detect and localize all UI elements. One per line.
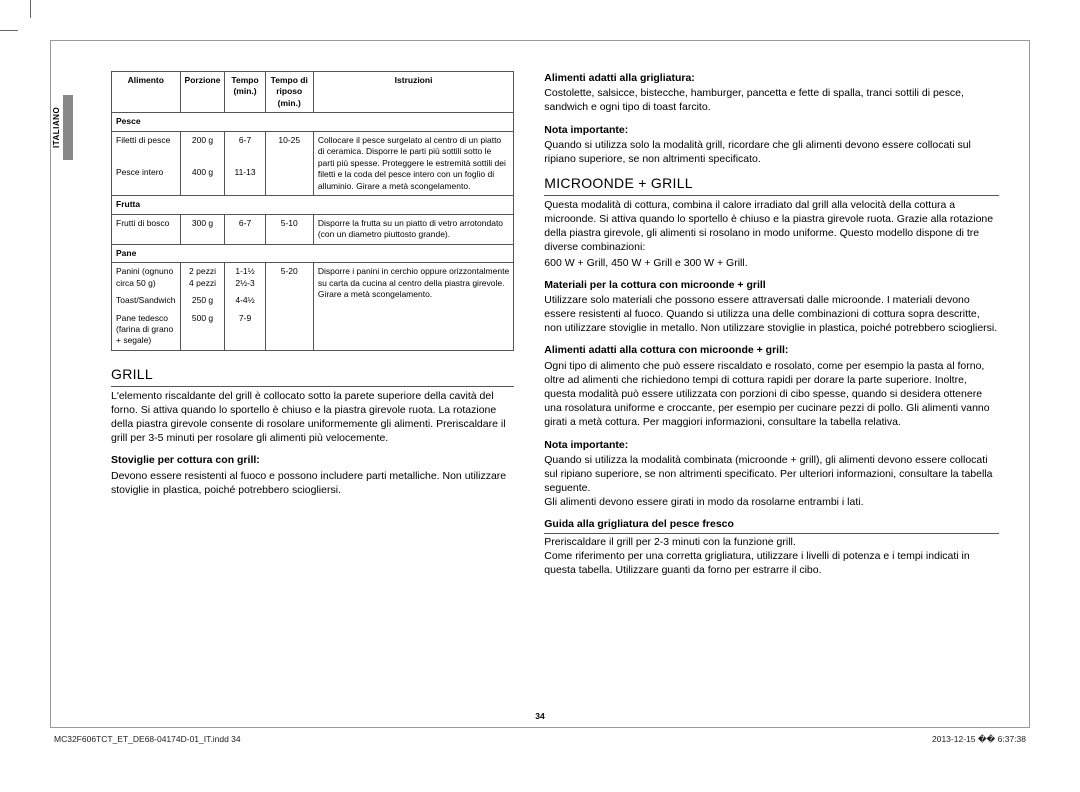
- r-s1-head: Alimenti adatti alla grigliatura:: [544, 71, 999, 85]
- cell-alimento: Toast/Sandwich: [112, 292, 181, 309]
- cell-istruzioni: Collocare il pesce surgelato al centro d…: [313, 131, 513, 195]
- cell-tempo: 1-1½ 2½-3: [225, 263, 265, 292]
- r-s2-head: Nota importante:: [544, 123, 999, 137]
- r-s6-head: Guida alla grigliatura del pesce fresco: [544, 517, 999, 533]
- footer-date: 2013-12-15 �� 6:37:38: [932, 734, 1026, 745]
- crop-mark-vert: [30, 0, 31, 18]
- footer-file: MC32F606TCT_ET_DE68-04174D-01_IT.indd 34: [54, 734, 241, 745]
- grill-subbody: Devono essere resistenti al fuoco e poss…: [111, 469, 514, 497]
- section-pane: Pane: [112, 244, 514, 262]
- page-frame: Alimento Porzione Tempo (min.) Tempo di …: [50, 40, 1030, 728]
- grill-subhead: Stoviglie per cottura con grill:: [111, 453, 514, 467]
- table-row: Panini (ognuno circa 50 g) 2 pezzi 4 pez…: [112, 263, 514, 292]
- cell-tempo: 4-4½: [225, 292, 265, 309]
- r-s2-body: Quando si utilizza solo la modalità gril…: [544, 138, 999, 166]
- cell-alimento: Pesce intero: [112, 164, 181, 196]
- cell-porzione: 200 g: [180, 131, 225, 163]
- cell-porzione: 300 g: [180, 214, 225, 244]
- cell-porzione: 2 pezzi 4 pezzi: [180, 263, 225, 292]
- th-porzione: Porzione: [180, 72, 225, 113]
- cell-riposo: 10-25: [265, 131, 313, 195]
- th-alimento: Alimento: [112, 72, 181, 113]
- r-s5-head: Nota importante:: [544, 438, 999, 452]
- cell-riposo: 5-20: [265, 263, 313, 351]
- grill-title: GRILL: [111, 365, 514, 387]
- cell-tempo: 11-13: [225, 164, 265, 196]
- right-column: Alimenti adatti alla grigliatura: Costol…: [544, 71, 999, 717]
- cell-porzione: 400 g: [180, 164, 225, 196]
- cell-istruzioni: Disporre i panini in cerchio oppure oriz…: [313, 263, 513, 351]
- table-row: Filetti di pesce 200 g 6-7 10-25 Colloca…: [112, 131, 514, 163]
- r-s6-body: Preriscaldare il grill per 2-3 minuti co…: [544, 535, 999, 578]
- r-s5-body: Quando si utilizza la modalità combinata…: [544, 453, 999, 510]
- cell-alimento: Frutti di bosco: [112, 214, 181, 244]
- mw-grill-body: Questa modalità di cottura, combina il c…: [544, 198, 999, 255]
- cell-alimento: Panini (ognuno circa 50 g): [112, 263, 181, 292]
- mw-grill-title: MICROONDE + GRILL: [544, 174, 999, 196]
- r-s4-body: Ogni tipo di alimento che può essere ris…: [544, 359, 999, 430]
- th-riposo: Tempo di riposo (min.): [265, 72, 313, 113]
- cell-porzione: 500 g: [180, 310, 225, 351]
- cell-porzione: 250 g: [180, 292, 225, 309]
- cell-alimento: Pane tedesco (farina di grano + segale): [112, 310, 181, 351]
- cell-alimento: Filetti di pesce: [112, 131, 181, 163]
- cell-tempo: 6-7: [225, 214, 265, 244]
- r-s3-body: Utilizzare solo materiali che possono es…: [544, 293, 999, 336]
- footer: MC32F606TCT_ET_DE68-04174D-01_IT.indd 34…: [50, 734, 1030, 745]
- cell-tempo: 6-7: [225, 131, 265, 163]
- section-pesce: Pesce: [112, 113, 514, 131]
- page-number: 34: [535, 711, 544, 721]
- crop-mark-horiz: [0, 30, 18, 31]
- r-s4-head: Alimenti adatti alla cottura con microon…: [544, 343, 999, 357]
- cell-tempo: 7-9: [225, 310, 265, 351]
- cell-istruzioni: Disporre la frutta su un piatto di vetro…: [313, 214, 513, 244]
- section-frutta: Frutta: [112, 196, 514, 214]
- r-s3-head: Materiali per la cottura con microonde +…: [544, 278, 999, 292]
- mw-grill-combos: 600 W + Grill, 450 W + Grill e 300 W + G…: [544, 256, 999, 270]
- th-tempo: Tempo (min.): [225, 72, 265, 113]
- left-column: Alimento Porzione Tempo (min.) Tempo di …: [111, 71, 514, 717]
- cell-riposo: 5-10: [265, 214, 313, 244]
- defrost-table: Alimento Porzione Tempo (min.) Tempo di …: [111, 71, 514, 351]
- r-s1-body: Costolette, salsicce, bistecche, hamburg…: [544, 86, 999, 114]
- th-istruzioni: Istruzioni: [313, 72, 513, 113]
- table-row: Frutti di bosco 300 g 6-7 5-10 Disporre …: [112, 214, 514, 244]
- grill-body: L'elemento riscaldante del grill è collo…: [111, 389, 514, 446]
